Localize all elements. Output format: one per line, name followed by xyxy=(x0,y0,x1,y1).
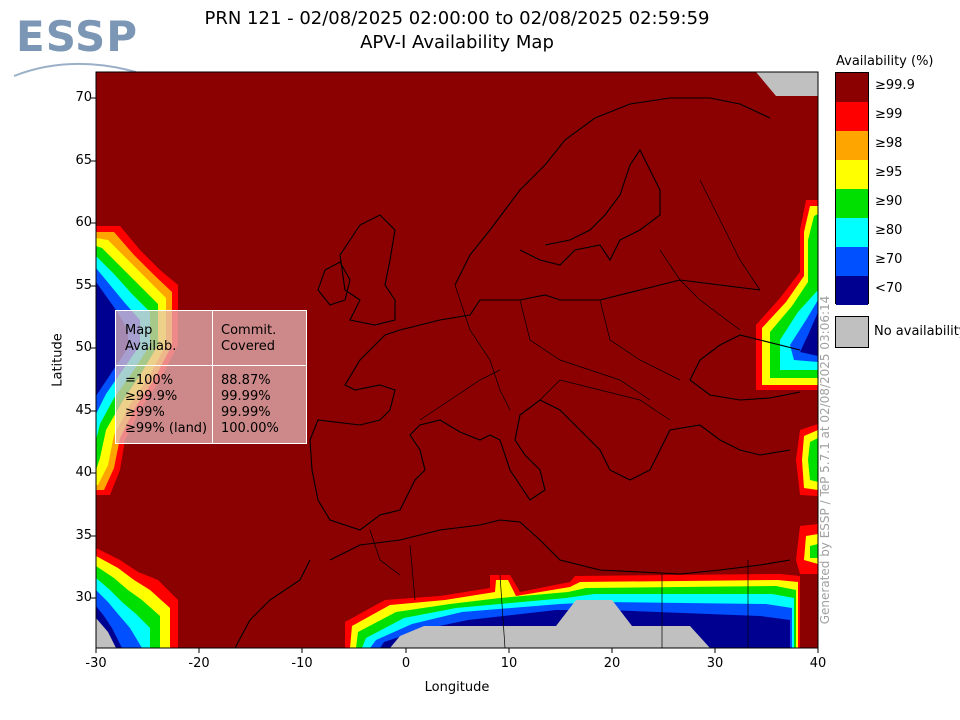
southwest-corner-contours xyxy=(96,548,178,648)
x-axis-label: Longitude xyxy=(424,680,490,695)
x-tick-label: 30 xyxy=(706,656,724,671)
y-axis-label: Latitude xyxy=(50,333,66,387)
no-availability-label: No availability xyxy=(874,324,960,339)
y-tick-label: 65 xyxy=(75,153,92,168)
y-tick-label: 55 xyxy=(75,278,92,293)
legend-swatch xyxy=(836,131,868,160)
stat-label: =100% xyxy=(125,373,174,388)
x-tick-label: -10 xyxy=(291,656,313,671)
legend-label: ≥80 xyxy=(875,223,903,238)
map-subtitle: APV-I Availability Map xyxy=(360,32,554,53)
legend-swatch xyxy=(836,218,868,247)
legend-label: ≥90 xyxy=(875,194,903,209)
availability-stats-table: Map Availab. Commit. Covered =100% 88.87… xyxy=(115,310,307,444)
legend-label: ≥95 xyxy=(875,165,903,180)
stat-value: 99.99% xyxy=(221,405,271,420)
legend-title: Availability (%) xyxy=(836,54,934,69)
legend-swatch xyxy=(836,160,868,189)
x-tick-label: -20 xyxy=(188,656,210,671)
x-tick-label: 40 xyxy=(809,656,827,671)
map-title: PRN 121 - 02/08/2025 02:00:00 to 02/08/2… xyxy=(204,8,710,29)
y-tick-label: 45 xyxy=(75,403,92,418)
country-borders xyxy=(369,179,761,649)
y-tick-label: 50 xyxy=(75,340,92,355)
x-tick-label: -30 xyxy=(85,656,107,671)
table-divider xyxy=(116,365,306,366)
stat-value: 88.87% xyxy=(221,373,271,388)
logo-text: ESSP xyxy=(16,12,139,61)
legend-label: ≥70 xyxy=(875,252,903,267)
south-edge-contours xyxy=(345,574,800,648)
y-tick-label: 30 xyxy=(75,590,92,605)
y-tick-label: 35 xyxy=(75,528,92,543)
legend-swatch xyxy=(836,102,868,131)
essp-logo xyxy=(13,62,137,77)
y-tick-label: 40 xyxy=(75,465,92,480)
stat-label: ≥99.9% xyxy=(125,389,178,404)
legend-swatch xyxy=(836,73,868,102)
x-tick-label: 0 xyxy=(401,656,411,671)
coastlines xyxy=(234,97,801,649)
legend-color-bar xyxy=(835,72,869,305)
legend-label: ≥98 xyxy=(875,136,903,151)
stat-label: ≥99% xyxy=(125,405,165,420)
legend-swatch xyxy=(836,189,868,218)
no-availability-swatch xyxy=(835,316,869,348)
northeast-no-availability xyxy=(756,72,818,96)
plot-frame xyxy=(95,71,819,649)
y-tick-label: 60 xyxy=(75,215,92,230)
x-tick-label: 10 xyxy=(500,656,518,671)
legend-label: ≥99 xyxy=(875,107,903,122)
legend-swatch xyxy=(836,247,868,276)
stat-label: ≥99% (land) xyxy=(125,421,208,436)
stat-value: 99.99% xyxy=(221,389,271,404)
generated-by-credit: Generated by ESSP / TeP 5.7.1 at 02/08/2… xyxy=(818,295,832,625)
table-divider xyxy=(212,311,213,443)
col-header-map-availability: Map Availab. xyxy=(125,323,177,354)
legend-swatch xyxy=(836,276,868,305)
legend-label: ≥99.9 xyxy=(875,78,915,93)
stat-value: 100.00% xyxy=(221,421,279,436)
legend-label: <70 xyxy=(875,281,903,296)
col-header-commit-covered: Commit. Covered xyxy=(221,323,277,354)
x-tick-label: 20 xyxy=(603,656,621,671)
axis-ticks xyxy=(91,97,819,653)
y-tick-label: 70 xyxy=(75,90,92,105)
